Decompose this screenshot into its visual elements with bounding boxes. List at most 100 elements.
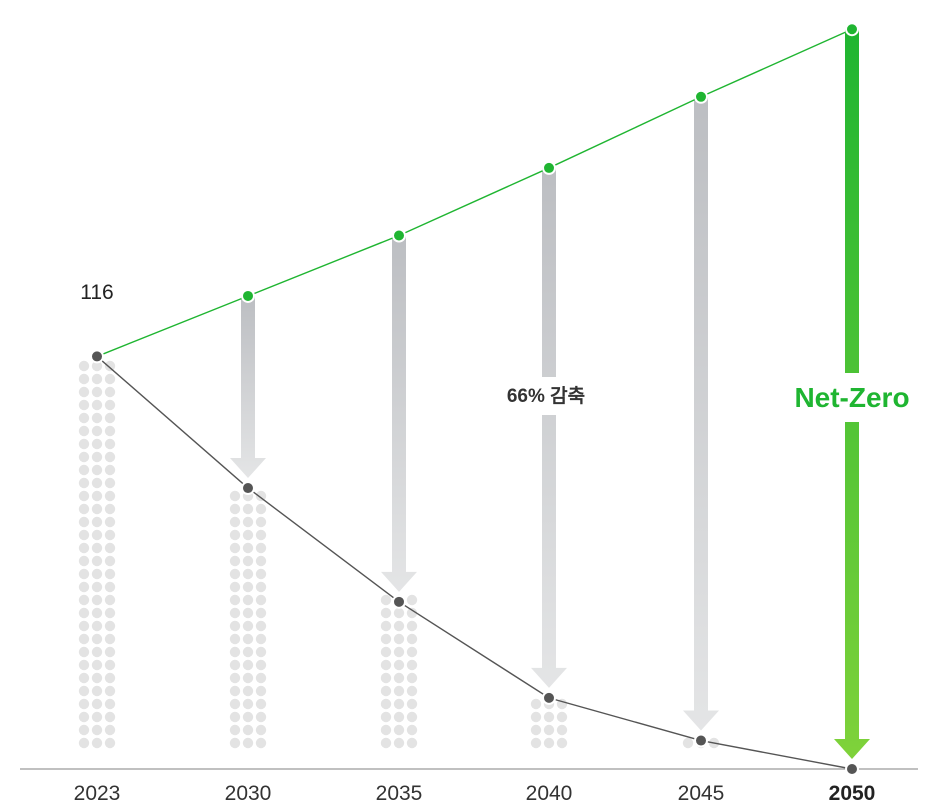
column-dot bbox=[406, 594, 418, 606]
baseline-series-line bbox=[96, 355, 853, 770]
column-dot bbox=[393, 633, 405, 645]
reduction-arrows bbox=[230, 29, 914, 759]
column-dot bbox=[229, 633, 241, 645]
chart-labels: 116 66% 감축 Net-Zero bbox=[80, 281, 909, 413]
column-dot bbox=[78, 711, 90, 723]
column-dot bbox=[255, 516, 267, 528]
column-dot bbox=[229, 698, 241, 710]
baseline-point-2023 bbox=[90, 349, 104, 364]
column-dot bbox=[104, 659, 116, 671]
column-dot bbox=[91, 581, 103, 593]
column-dot bbox=[91, 542, 103, 554]
column-dot bbox=[91, 425, 103, 437]
x-tick-label-2045: 2045 bbox=[678, 782, 725, 805]
column-dot bbox=[78, 737, 90, 749]
column-dot bbox=[78, 386, 90, 398]
label-gap bbox=[790, 373, 914, 422]
column-dot bbox=[78, 633, 90, 645]
column-dot bbox=[104, 672, 116, 684]
column-dot bbox=[406, 724, 418, 736]
column-dot bbox=[104, 724, 116, 736]
column-dot bbox=[104, 685, 116, 697]
x-tick-label-2035: 2035 bbox=[376, 782, 423, 805]
column-dot bbox=[229, 503, 241, 515]
column-dot bbox=[91, 594, 103, 606]
column-dot bbox=[242, 659, 254, 671]
column-dot bbox=[406, 711, 418, 723]
column-dot bbox=[406, 672, 418, 684]
column-dot bbox=[393, 724, 405, 736]
target-point-2045 bbox=[694, 89, 708, 104]
column-dot bbox=[91, 659, 103, 671]
column-dot bbox=[242, 503, 254, 515]
column-dot bbox=[530, 724, 542, 736]
column-dot bbox=[104, 360, 116, 372]
column-dot bbox=[78, 490, 90, 502]
column-dot bbox=[104, 464, 116, 476]
column-dot bbox=[91, 620, 103, 632]
column-dot bbox=[229, 685, 241, 697]
column-dot bbox=[229, 555, 241, 567]
column-dot bbox=[255, 594, 267, 606]
target-point-2035 bbox=[392, 228, 406, 243]
column-dot bbox=[380, 594, 392, 606]
column-dot bbox=[229, 529, 241, 541]
column-dot bbox=[255, 620, 267, 632]
column-dot bbox=[78, 555, 90, 567]
column-dot bbox=[242, 698, 254, 710]
target-point-2030 bbox=[241, 288, 255, 303]
column-dot bbox=[91, 412, 103, 424]
column-dot bbox=[104, 503, 116, 515]
column-dot bbox=[104, 373, 116, 385]
column-dot bbox=[543, 724, 555, 736]
column-dot bbox=[78, 477, 90, 489]
reduction-arrow-2030 bbox=[230, 295, 266, 479]
column-dot bbox=[91, 360, 103, 372]
column-dot bbox=[255, 503, 267, 515]
column-dot bbox=[91, 503, 103, 515]
column-dot bbox=[393, 659, 405, 671]
column-dot bbox=[380, 724, 392, 736]
column-dot bbox=[242, 607, 254, 619]
column-dot bbox=[255, 490, 267, 502]
column-dot bbox=[242, 542, 254, 554]
column-dot bbox=[255, 581, 267, 593]
x-tick-label-2040: 2040 bbox=[526, 782, 573, 805]
column-dot bbox=[406, 607, 418, 619]
start-value-label: 116 bbox=[80, 281, 113, 304]
column-dot bbox=[229, 516, 241, 528]
column-dot bbox=[380, 737, 392, 749]
column-dot bbox=[242, 516, 254, 528]
column-dot bbox=[682, 737, 694, 749]
column-dot bbox=[104, 555, 116, 567]
column-dot bbox=[530, 698, 542, 710]
target-point-2050 bbox=[845, 22, 859, 37]
column-dot bbox=[393, 737, 405, 749]
column-dot bbox=[78, 451, 90, 463]
column-dot bbox=[380, 646, 392, 658]
column-dot bbox=[242, 672, 254, 684]
column-dot bbox=[242, 633, 254, 645]
column-dot bbox=[91, 529, 103, 541]
column-dot bbox=[242, 594, 254, 606]
net-zero-label: Net-Zero bbox=[794, 382, 909, 413]
column-dot bbox=[530, 737, 542, 749]
column-dot bbox=[104, 516, 116, 528]
x-axis-ticks: 2023 2030 2035 2040 2045 2050 bbox=[74, 782, 876, 805]
column-dot bbox=[242, 646, 254, 658]
column-dot bbox=[104, 646, 116, 658]
column-dot bbox=[255, 607, 267, 619]
column-dot bbox=[242, 711, 254, 723]
column-dot bbox=[104, 698, 116, 710]
column-dot bbox=[104, 529, 116, 541]
column-dot bbox=[229, 607, 241, 619]
x-tick-label-2030: 2030 bbox=[225, 782, 272, 805]
column-dot bbox=[104, 581, 116, 593]
column-dot bbox=[242, 724, 254, 736]
column-dot bbox=[229, 490, 241, 502]
column-dot bbox=[78, 464, 90, 476]
column-dot bbox=[255, 711, 267, 723]
column-dot bbox=[556, 737, 568, 749]
baseline-point-2045 bbox=[694, 733, 708, 748]
column-dot bbox=[242, 620, 254, 632]
